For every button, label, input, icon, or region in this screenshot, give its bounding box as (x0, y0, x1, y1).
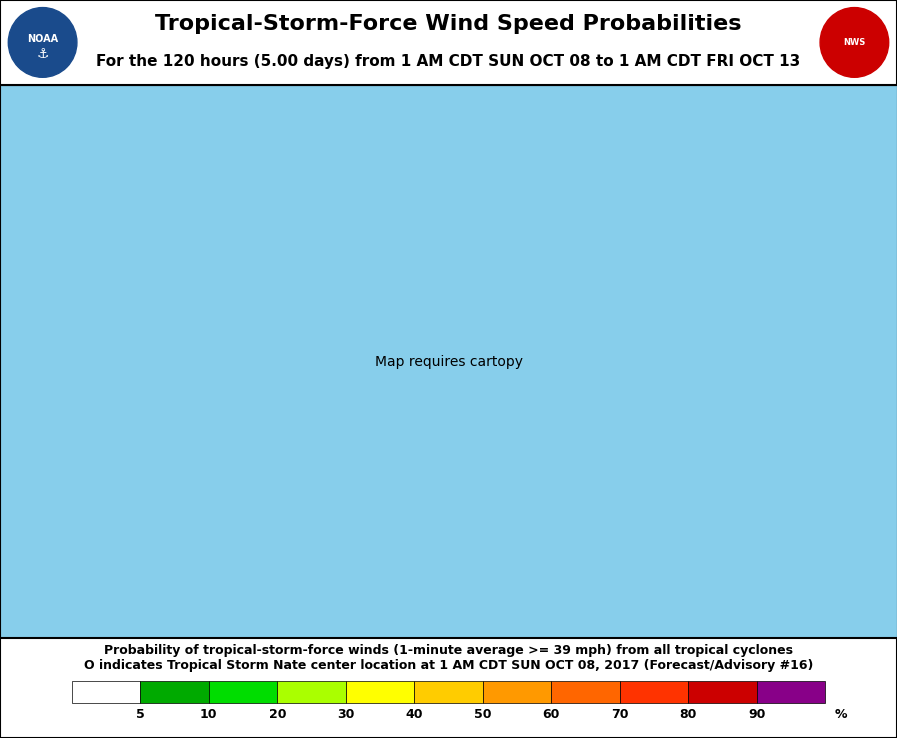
Text: 60: 60 (543, 708, 560, 721)
Text: For the 120 hours (5.00 days) from 1 AM CDT SUN OCT 08 to 1 AM CDT FRI OCT 13: For the 120 hours (5.00 days) from 1 AM … (96, 54, 801, 69)
Circle shape (820, 7, 889, 77)
FancyBboxPatch shape (0, 638, 897, 738)
Text: Tropical-Storm-Force Wind Speed Probabilities: Tropical-Storm-Force Wind Speed Probabil… (155, 14, 742, 34)
Bar (483, 681, 552, 703)
Text: ⚓: ⚓ (37, 47, 48, 61)
Bar (757, 681, 825, 703)
Text: 70: 70 (611, 708, 629, 721)
Bar (209, 681, 277, 703)
Text: 90: 90 (748, 708, 765, 721)
Bar (688, 681, 757, 703)
Bar (72, 681, 140, 703)
FancyBboxPatch shape (0, 0, 897, 85)
Bar (345, 681, 414, 703)
Text: 40: 40 (405, 708, 423, 721)
Text: %: % (834, 708, 847, 721)
Bar (414, 681, 483, 703)
Bar (620, 681, 688, 703)
Circle shape (8, 7, 77, 77)
Text: 20: 20 (268, 708, 286, 721)
Bar (277, 681, 345, 703)
Text: NWS: NWS (843, 38, 866, 47)
Text: 50: 50 (474, 708, 492, 721)
Text: 5: 5 (135, 708, 144, 721)
Text: NOAA: NOAA (27, 33, 58, 44)
Text: Map requires cartopy: Map requires cartopy (375, 355, 522, 368)
Bar (140, 681, 209, 703)
Text: 30: 30 (337, 708, 354, 721)
Bar (552, 681, 620, 703)
Text: O indicates Tropical Storm Nate center location at 1 AM CDT SUN OCT 08, 2017 (Fo: O indicates Tropical Storm Nate center l… (83, 659, 814, 672)
Text: 10: 10 (200, 708, 217, 721)
Text: 80: 80 (680, 708, 697, 721)
Text: Probability of tropical-storm-force winds (1-minute average >= 39 mph) from all : Probability of tropical-storm-force wind… (104, 644, 793, 657)
